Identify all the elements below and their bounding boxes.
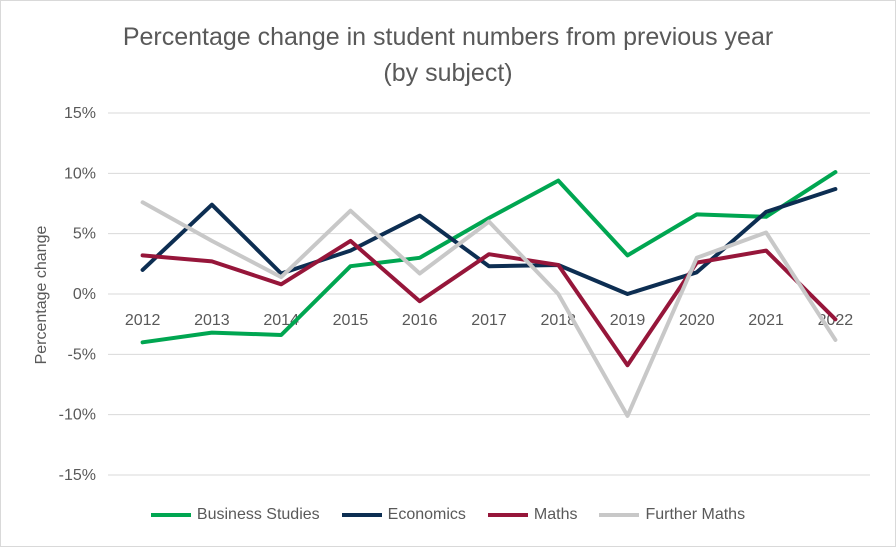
y-tick-label: 15% xyxy=(64,105,96,122)
series-line-economics xyxy=(140,187,838,296)
legend-item: Maths xyxy=(487,506,578,524)
legend-item: Business Studies xyxy=(150,506,320,524)
series-line-further-maths xyxy=(140,200,838,418)
x-tick-label: 2013 xyxy=(194,312,230,329)
y-tick-label: 5% xyxy=(73,226,96,243)
legend-item: Economics xyxy=(341,506,466,524)
legend-label: Economics xyxy=(387,506,466,523)
y-tick-label: -5% xyxy=(68,346,96,363)
x-tick-label: 2012 xyxy=(125,312,161,329)
x-tick-labels: 2012 2013 2014 2015 2016 2017 2018 2019 2020 2021… xyxy=(125,312,853,329)
legend-label: Maths xyxy=(533,506,578,523)
legend-swatch xyxy=(150,513,191,517)
series-lines xyxy=(140,170,838,418)
gridlines xyxy=(108,112,870,476)
chart-subtitle: (by subject) xyxy=(383,59,513,87)
chart-title: Percentage change in student numbers fro… xyxy=(122,23,774,51)
series-line-maths xyxy=(140,238,838,368)
legend-item: Further Maths xyxy=(599,506,745,524)
y-tick-label: -10% xyxy=(59,407,96,424)
y-tick-label: 10% xyxy=(64,165,96,182)
legend-label: Further Maths xyxy=(645,506,746,523)
x-tick-label: 2015 xyxy=(333,312,369,329)
series-line-business-studies xyxy=(140,170,838,345)
x-tick-label: 2019 xyxy=(610,312,646,329)
y-tick-label: 0% xyxy=(73,286,96,303)
legend-swatch xyxy=(341,513,382,517)
y-tick-labels: 15% 10% 5% 0% -5% -10% -15% xyxy=(59,105,96,484)
x-tick-label: 2020 xyxy=(679,312,715,329)
x-tick-label: 2017 xyxy=(471,312,507,329)
legend-label: Business Studies xyxy=(196,506,320,523)
legend-swatch xyxy=(487,513,528,517)
legend-swatch xyxy=(599,513,640,517)
legend: Business Studies Economics Maths Further Ma… xyxy=(0,506,896,524)
x-tick-label: 2016 xyxy=(402,312,438,329)
x-tick-label: 2021 xyxy=(748,312,784,329)
x-tick-label: 2018 xyxy=(540,312,576,329)
y-tick-label: -15% xyxy=(59,467,96,484)
